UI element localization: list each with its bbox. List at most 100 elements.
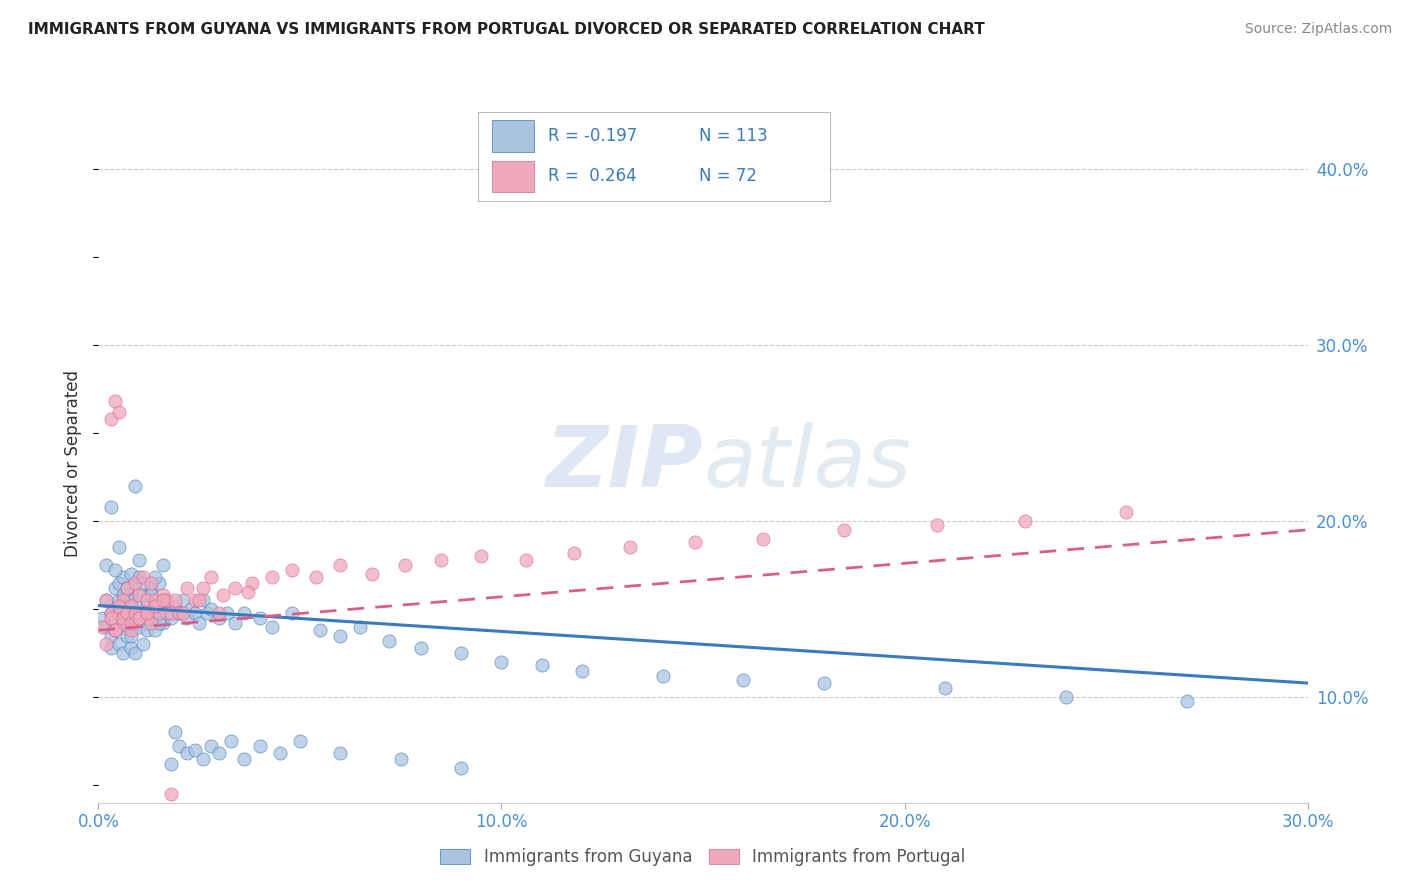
Point: [236, 584, 259, 599]
Point: [148, 599, 170, 613]
Point: [1115, 505, 1137, 519]
Text: IMMIGRANTS FROM GUYANA VS IMMIGRANTS FROM PORTUGAL DIVORCED OR SEPARATED CORRELA: IMMIGRANTS FROM GUYANA VS IMMIGRANTS FRO…: [28, 22, 984, 37]
Point: [224, 616, 246, 631]
Point: [103, 581, 125, 595]
Point: [184, 593, 207, 607]
Point: [135, 606, 157, 620]
Point: [103, 624, 125, 638]
Point: [152, 593, 174, 607]
Point: [172, 606, 194, 620]
Text: ZIP: ZIP: [546, 422, 703, 506]
Point: [329, 628, 352, 642]
Bar: [492, 120, 534, 152]
Point: [167, 739, 190, 754]
Point: [163, 593, 186, 607]
Point: [111, 616, 134, 631]
Point: [752, 532, 775, 546]
Point: [135, 624, 157, 638]
Point: [176, 611, 198, 625]
Point: [249, 739, 271, 754]
Point: [103, 602, 125, 616]
Point: [124, 581, 146, 595]
Point: [389, 752, 412, 766]
Point: [208, 611, 231, 625]
Point: [100, 628, 122, 642]
Point: [135, 593, 157, 607]
Point: [217, 606, 239, 620]
Point: [450, 646, 472, 660]
Point: [925, 517, 948, 532]
Point: [107, 405, 129, 419]
Point: [128, 588, 150, 602]
Point: [115, 606, 138, 620]
Point: [562, 546, 585, 560]
Point: [120, 593, 142, 607]
Bar: [492, 161, 534, 192]
Point: [132, 637, 155, 651]
Point: [361, 566, 384, 581]
Point: [221, 734, 243, 748]
Point: [107, 541, 129, 555]
Point: [1175, 694, 1198, 708]
Point: [193, 752, 215, 766]
Point: [491, 655, 513, 669]
Text: atlas: atlas: [703, 422, 911, 506]
Point: [152, 558, 174, 573]
Point: [96, 593, 118, 607]
Point: [188, 593, 211, 607]
Point: [132, 606, 155, 620]
Point: [934, 681, 956, 696]
Point: [450, 761, 472, 775]
Point: [224, 581, 246, 595]
Point: [349, 620, 371, 634]
Point: [96, 637, 118, 651]
Point: [143, 624, 166, 638]
Point: [232, 752, 254, 766]
Point: [115, 628, 138, 642]
Point: [156, 606, 179, 620]
Point: [470, 549, 492, 564]
Point: [329, 558, 352, 573]
Point: [329, 747, 352, 761]
Point: [128, 553, 150, 567]
Point: [124, 479, 146, 493]
Point: [377, 633, 399, 648]
Point: [111, 588, 134, 602]
Point: [1014, 514, 1036, 528]
Point: [143, 570, 166, 584]
Point: [139, 588, 162, 602]
Point: [430, 553, 453, 567]
Point: [180, 602, 202, 616]
Point: [115, 581, 138, 595]
Legend: Immigrants from Guyana, Immigrants from Portugal: Immigrants from Guyana, Immigrants from …: [434, 841, 972, 872]
Point: [120, 628, 142, 642]
Point: [135, 606, 157, 620]
Point: [107, 599, 129, 613]
Point: [309, 624, 332, 638]
Point: [156, 606, 179, 620]
Point: [91, 620, 114, 634]
Point: [100, 606, 122, 620]
Y-axis label: Divorced or Separated: Divorced or Separated: [65, 370, 83, 558]
Point: [163, 725, 186, 739]
Point: [188, 616, 211, 631]
Point: [139, 606, 162, 620]
Point: [103, 563, 125, 577]
Point: [143, 599, 166, 613]
Point: [100, 606, 122, 620]
Point: [115, 611, 138, 625]
Point: [160, 606, 183, 620]
Point: [135, 599, 157, 613]
Point: [305, 570, 328, 584]
Point: [288, 734, 311, 748]
Point: [107, 593, 129, 607]
Point: [91, 611, 114, 625]
Point: [132, 606, 155, 620]
Point: [143, 611, 166, 625]
Point: [111, 620, 134, 634]
Point: [212, 588, 235, 602]
Point: [515, 553, 537, 567]
Point: [100, 640, 122, 655]
Point: [193, 593, 215, 607]
Text: Source: ZipAtlas.com: Source: ZipAtlas.com: [1244, 22, 1392, 37]
